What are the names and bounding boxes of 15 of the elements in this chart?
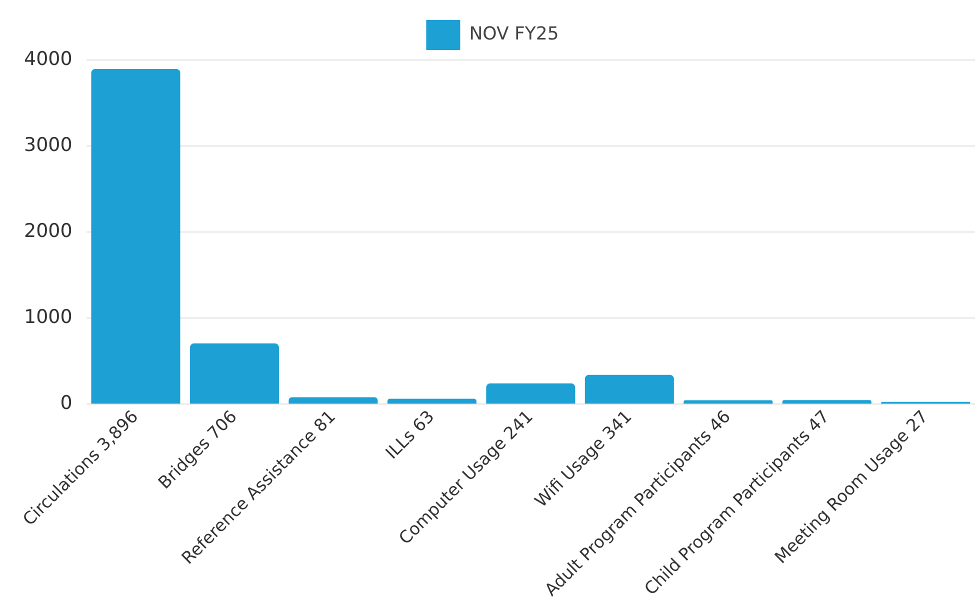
bar [486, 383, 576, 404]
bar [584, 374, 674, 404]
x-tick-label: ILLs 63 [382, 406, 439, 464]
bar [91, 68, 180, 404]
y-tick-label: 1000 [24, 306, 72, 328]
bar [387, 398, 476, 404]
bar [190, 343, 279, 404]
y-tick-label: 0 [60, 392, 72, 414]
bar [782, 400, 872, 404]
bar [684, 400, 773, 404]
y-tick-label: 3000 [24, 134, 72, 156]
y-tick-label: 4000 [24, 48, 72, 70]
legend-label: NOV FY25 [469, 24, 559, 45]
y-tick-label: 2000 [24, 220, 72, 242]
bar [288, 397, 378, 404]
